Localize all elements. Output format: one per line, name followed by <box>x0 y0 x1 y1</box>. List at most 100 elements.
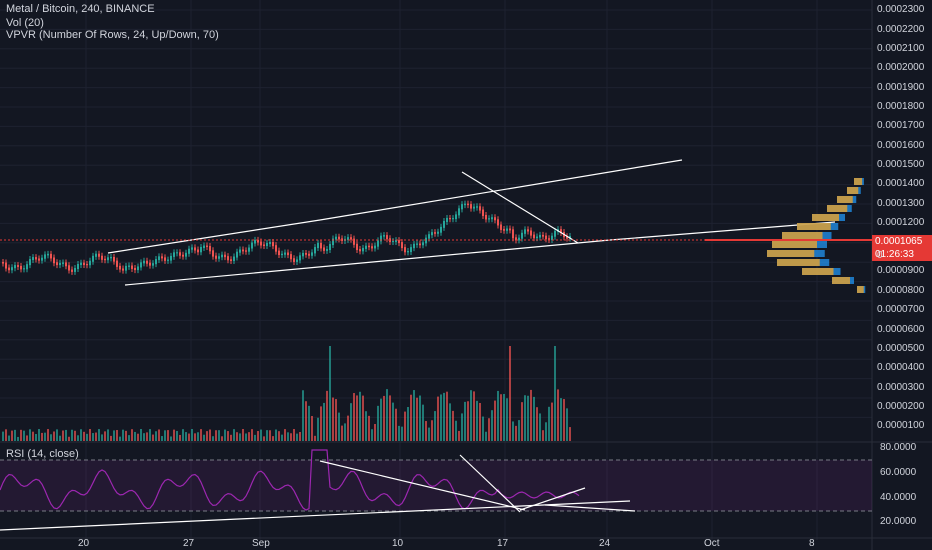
candle <box>281 253 283 256</box>
volume-bar <box>251 429 253 441</box>
candle <box>263 244 265 246</box>
volume-bar <box>341 425 343 441</box>
volume-bar <box>419 395 421 441</box>
candle <box>374 245 376 249</box>
volume-bar <box>149 429 151 441</box>
candle <box>494 217 496 221</box>
volume-bar <box>245 433 247 441</box>
volume-legend[interactable]: Vol (20) <box>6 17 44 29</box>
volume-bar <box>386 389 388 441</box>
price-axis-label: 0.0000600 <box>877 324 925 335</box>
volume-bar <box>23 430 25 441</box>
candle <box>152 263 154 266</box>
rsi-legend[interactable]: RSI (14, close) <box>6 448 79 460</box>
volume-bar <box>509 346 511 441</box>
volume-bar <box>59 435 61 441</box>
candle <box>104 258 106 261</box>
candle <box>236 251 238 258</box>
price-axis-label: 0.0000200 <box>877 401 925 412</box>
volume-bar <box>473 391 475 441</box>
candle <box>173 252 175 257</box>
volume-bar <box>227 431 229 441</box>
price-axis-label: 0.0002200 <box>877 23 925 35</box>
volume-bar <box>428 427 430 441</box>
candle <box>284 252 286 255</box>
candle <box>137 266 139 271</box>
trend-line <box>124 239 611 286</box>
candle <box>497 219 499 226</box>
volume-bar <box>224 429 226 441</box>
volume-bar <box>77 435 79 441</box>
volume-bar <box>158 429 160 441</box>
candle <box>545 235 547 240</box>
candle <box>203 245 205 248</box>
volume-bar <box>512 421 514 441</box>
candle <box>353 238 355 245</box>
volume-bar <box>38 429 40 441</box>
vpvr-down-bar <box>782 232 823 239</box>
candle <box>77 263 79 270</box>
vpvr-down-bar <box>847 187 859 194</box>
candle <box>569 236 571 239</box>
volume-bar <box>380 398 382 441</box>
volume-bar <box>503 393 505 441</box>
volume-bar <box>173 429 175 441</box>
symbol-legend[interactable]: Metal / Bitcoin, 240, BINANCE <box>6 3 155 15</box>
candle <box>278 250 280 256</box>
candle <box>251 242 253 249</box>
volume-bar <box>104 431 106 441</box>
volume-bar <box>17 436 19 441</box>
candle <box>458 208 460 216</box>
candle <box>380 235 382 242</box>
rsi-axis-label: 40.0000 <box>880 492 917 503</box>
candle <box>356 243 358 251</box>
trend-line <box>319 460 526 511</box>
volume-bar <box>128 435 130 441</box>
candle <box>227 256 229 261</box>
candle <box>533 234 535 239</box>
volume-bar <box>206 431 208 441</box>
volume-bar <box>347 415 349 441</box>
candle <box>212 250 214 257</box>
rsi-axis-label: 60.0000 <box>880 467 917 478</box>
candle <box>476 206 478 208</box>
candle <box>530 230 532 236</box>
volume-bar <box>500 394 502 441</box>
vpvr-down-bar <box>797 223 831 230</box>
candle <box>89 260 91 266</box>
candle <box>56 262 58 266</box>
candle <box>299 255 301 261</box>
candle <box>551 235 553 241</box>
candle <box>179 252 181 256</box>
volume-bar <box>176 430 178 441</box>
candle <box>248 247 250 252</box>
volume-bar <box>335 399 337 441</box>
candle <box>158 256 160 261</box>
volume-bar <box>530 389 532 441</box>
volume-bar <box>539 413 541 441</box>
volume-bar <box>215 430 217 441</box>
vpvr-legend[interactable]: VPVR (Number Of Rows, 24, Up/Down, 70) <box>6 29 219 41</box>
candle <box>326 249 328 251</box>
volume-bar <box>68 436 70 441</box>
trend-line <box>544 504 636 512</box>
volume-bar <box>368 415 370 441</box>
volume-bar <box>554 346 556 441</box>
volume-bar <box>431 420 433 441</box>
candle <box>509 228 511 231</box>
rsi-line <box>0 449 580 511</box>
volume-bar <box>254 434 256 441</box>
candle <box>347 237 349 240</box>
vpvr-down-bar <box>827 205 848 212</box>
countdown-badge: 01:26:33 <box>872 248 932 261</box>
volume-bar <box>221 436 223 441</box>
volume-bar <box>536 407 538 441</box>
volume-bar <box>362 395 364 441</box>
price-axis-label: 0.0000700 <box>877 304 925 315</box>
candle <box>350 237 352 240</box>
vpvr-down-bar <box>772 241 817 248</box>
candle <box>560 229 562 234</box>
price-axis-label: 0.0002000 <box>877 62 925 73</box>
